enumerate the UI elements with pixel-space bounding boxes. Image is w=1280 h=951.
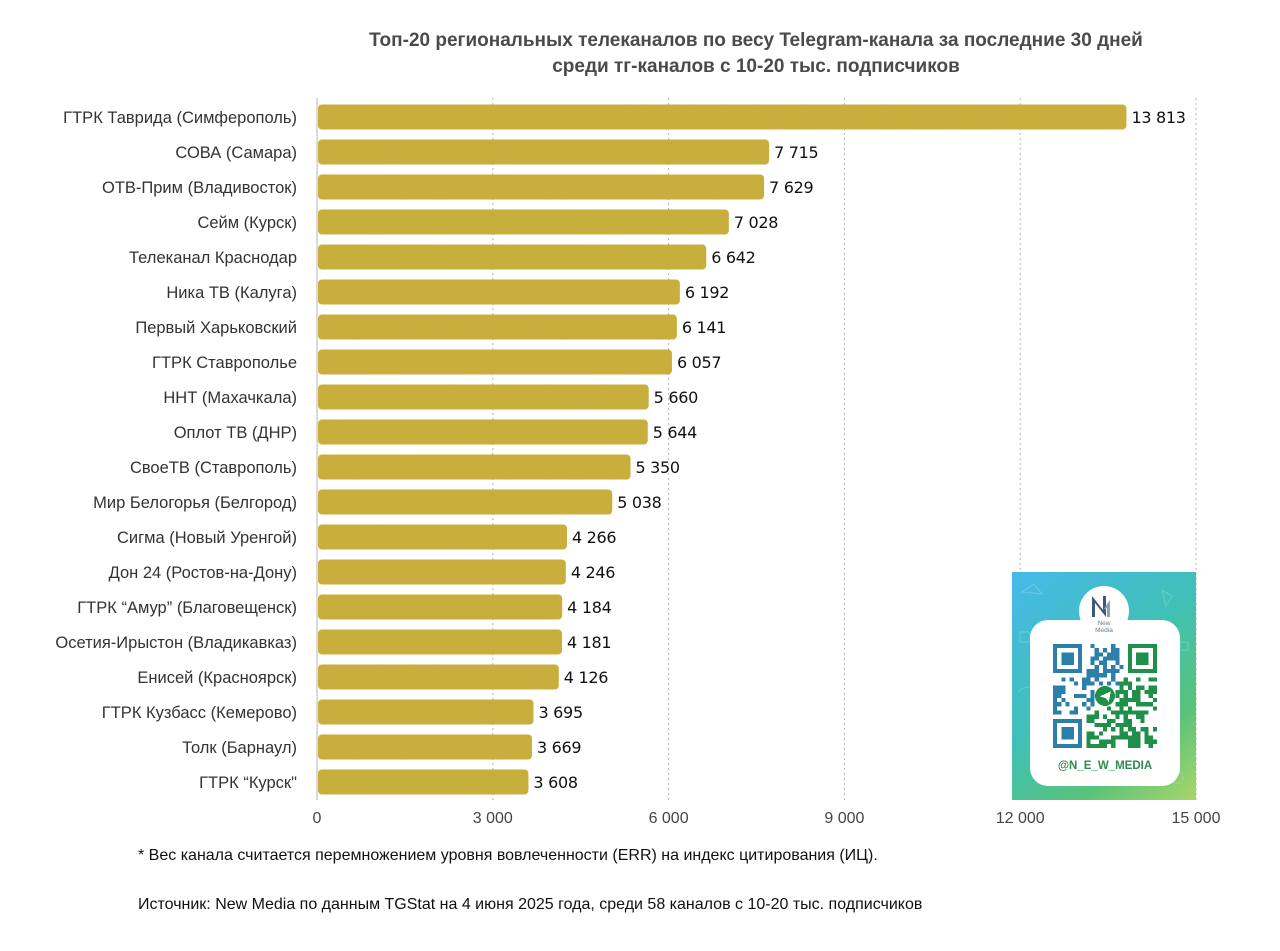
bars	[318, 104, 1127, 795]
value-label: 5 660	[654, 388, 698, 407]
x-axis-tick-labels: 0 3 000 6 000 9 000 12 000 15 000	[313, 810, 1221, 827]
footnote-source: Источник: New Media по данным TGStat на …	[138, 896, 923, 913]
qr-card-inner: @N_E_W_MEDIA	[1030, 620, 1180, 786]
qr-handle-text: @N_E_W_MEDIA	[1057, 760, 1153, 772]
bar	[318, 314, 677, 340]
value-label: 4 184	[567, 598, 611, 617]
bar	[318, 174, 765, 200]
value-label: 6 642	[711, 248, 755, 267]
value-label: 13 813	[1131, 108, 1185, 127]
bar	[318, 524, 567, 550]
category-label: ОТВ-Прим (Владивосток)	[102, 179, 297, 197]
category-label: ННТ (Махачкала)	[163, 389, 297, 407]
value-label: 4 266	[572, 528, 616, 547]
bar	[318, 489, 613, 515]
category-label: ГТРК Кузбасс (Кемерово)	[102, 704, 297, 722]
category-label: Дон 24 (Ростов-на-Дону)	[109, 564, 297, 582]
bar	[318, 769, 529, 795]
bar	[318, 629, 563, 655]
new-media-logo: New Media	[1079, 586, 1129, 636]
category-label: Оплот ТВ (ДНР)	[174, 424, 297, 442]
qr-code-card[interactable]: @N_E_W_MEDIA New Media	[1012, 572, 1196, 800]
bar	[318, 699, 534, 725]
value-label: 6 192	[685, 283, 729, 302]
x-tick-label: 3 000	[473, 810, 513, 827]
bar	[318, 559, 566, 585]
new-media-logo-text: New Media	[1095, 620, 1113, 634]
qr-code	[1053, 644, 1157, 748]
category-label: Осетия-Ирыстон (Владикавказ)	[55, 634, 297, 652]
x-tick-label: 12 000	[996, 810, 1045, 827]
bar	[318, 384, 649, 410]
value-label: 6 141	[682, 318, 726, 337]
bar	[318, 244, 707, 270]
value-label: 3 669	[537, 738, 581, 757]
value-label: 5 644	[653, 423, 697, 442]
chart-title: Топ-20 региональных телеканалов по весу …	[316, 28, 1196, 80]
bar	[318, 419, 648, 445]
value-label: 7 028	[734, 213, 778, 232]
bar	[318, 454, 631, 480]
value-label: 5 350	[636, 458, 680, 477]
x-tick-label: 0	[313, 810, 322, 827]
category-label: ГТРК “Амур” (Благовещенск)	[77, 599, 297, 617]
value-label: 4 246	[571, 563, 615, 582]
bar	[318, 209, 729, 235]
x-tick-label: 15 000	[1172, 810, 1221, 827]
value-label: 4 181	[567, 633, 611, 652]
category-label: Ника ТВ (Калуга)	[166, 284, 297, 302]
bar	[318, 664, 559, 690]
category-label: Первый Харьковский	[135, 319, 297, 337]
value-label: 3 695	[539, 703, 583, 722]
category-label: Телеканал Краснодар	[129, 249, 297, 267]
category-label: Мир Белогорья (Белгород)	[93, 494, 297, 512]
x-tick-label: 6 000	[649, 810, 689, 827]
bar	[318, 594, 563, 620]
category-label: Енисей (Красноярск)	[137, 669, 297, 687]
chart-title-line-2: среди тг-каналов с 10-20 тыс. подписчико…	[552, 56, 960, 77]
category-label: ГТРК Таврида (Симферополь)	[63, 109, 297, 127]
category-label: ГТРК “Курск"	[199, 774, 297, 792]
value-labels: 13 813 7 715 7 629 7 028 6 642 6 192 6 141 6 05…	[533, 108, 1186, 792]
bar	[318, 734, 533, 760]
value-label: 3 608	[533, 773, 577, 792]
chart-title-line-1: Топ-20 региональных телеканалов по весу …	[369, 30, 1143, 51]
value-label: 6 057	[677, 353, 721, 372]
category-label: Сигма (Новый Уренгой)	[117, 529, 297, 547]
value-label: 4 126	[564, 668, 608, 687]
value-label: 5 038	[617, 493, 661, 512]
category-label: СвоеТВ (Ставрополь)	[130, 459, 297, 477]
category-label: СОВА (Самара)	[175, 144, 297, 162]
category-labels: ГТРК Таврида (Симферополь) СОВА (Самара) О…	[55, 109, 297, 792]
bar	[318, 279, 680, 305]
x-tick-label: 9 000	[824, 810, 864, 827]
category-label: Сейм (Курск)	[197, 214, 297, 232]
category-label: ГТРК Ставрополье	[152, 354, 297, 372]
category-label: Толк (Барнаул)	[182, 739, 297, 757]
bar	[318, 349, 672, 375]
new-media-logo-icon	[1092, 596, 1110, 617]
bar	[318, 104, 1127, 130]
bar	[318, 139, 770, 165]
value-label: 7 629	[769, 178, 813, 197]
value-label: 7 715	[774, 143, 818, 162]
footnote-definition: * Вес канала считается перемножением уро…	[138, 847, 878, 864]
